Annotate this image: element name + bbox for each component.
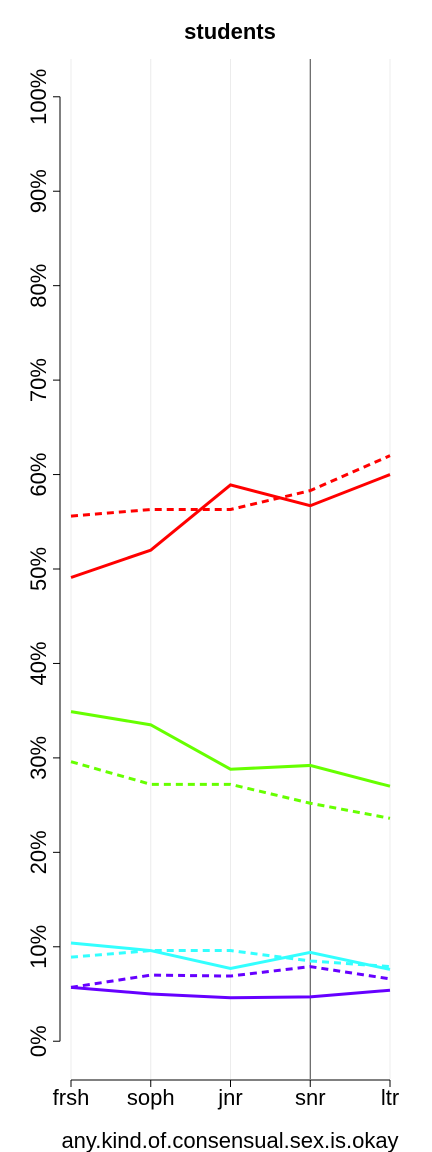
- x-axis-label: any.kind.of.consensual.sex.is.okay: [61, 1128, 398, 1152]
- chart-title: students: [184, 19, 276, 44]
- y-tick-label: 80%: [26, 264, 51, 308]
- series-line: [70, 454, 391, 518]
- series-line: [70, 710, 391, 788]
- y-tick-label: 90%: [26, 169, 51, 213]
- y-tick-label: 30%: [26, 736, 51, 780]
- series-line: [70, 985, 391, 1000]
- x-tick-label: snr: [295, 1085, 326, 1110]
- series-line: [70, 965, 391, 989]
- series-line: [70, 941, 391, 971]
- series-line: [70, 760, 391, 820]
- y-tick-label: 40%: [26, 641, 51, 685]
- y-tick-label: 60%: [26, 453, 51, 497]
- x-tick-label: ltr: [381, 1085, 399, 1110]
- x-tick-label: frsh: [53, 1085, 90, 1110]
- x-tick-label: jnr: [217, 1085, 242, 1110]
- series-line: [70, 949, 391, 969]
- y-tick-label: 20%: [26, 830, 51, 874]
- y-tick-label: 10%: [26, 925, 51, 969]
- y-tick-label: 100%: [26, 69, 51, 125]
- x-tick-label: soph: [127, 1085, 175, 1110]
- series-line: [70, 473, 391, 579]
- y-tick-label: 0%: [26, 1025, 51, 1057]
- y-tick-label: 50%: [26, 547, 51, 591]
- y-tick-label: 70%: [26, 358, 51, 402]
